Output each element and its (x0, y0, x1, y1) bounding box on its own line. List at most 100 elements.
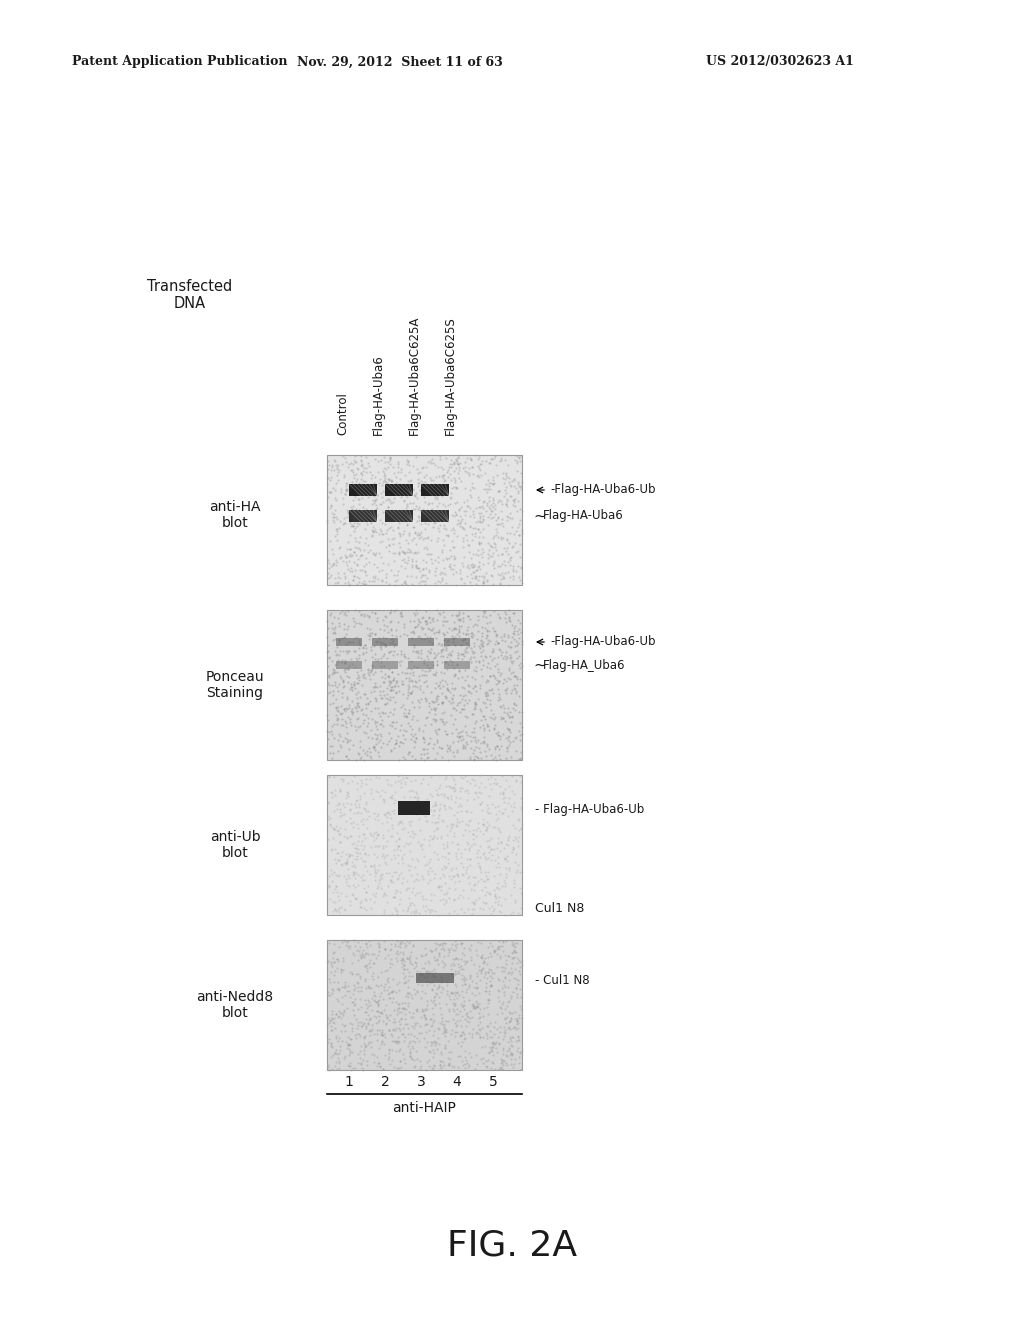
Point (467, 525, 483, 546)
Point (372, 785, 388, 807)
Point (438, 447, 455, 469)
Point (470, 606, 486, 627)
Point (473, 733, 489, 754)
Point (356, 709, 373, 730)
Point (509, 1014, 525, 1035)
Point (329, 979, 345, 1001)
Point (499, 702, 515, 723)
Point (466, 722, 482, 743)
Point (472, 1006, 488, 1027)
Point (404, 640, 421, 661)
Point (348, 849, 365, 870)
Point (490, 879, 507, 900)
Point (482, 498, 499, 519)
Point (389, 836, 406, 857)
Point (500, 1031, 516, 1052)
Point (478, 795, 495, 816)
Point (345, 803, 361, 824)
Point (372, 1056, 388, 1077)
Point (366, 985, 382, 1006)
Point (489, 491, 506, 512)
Point (362, 618, 379, 639)
Point (473, 539, 489, 560)
Point (402, 469, 419, 490)
Point (392, 933, 409, 954)
Point (345, 865, 361, 886)
Point (470, 871, 486, 892)
Point (407, 671, 423, 692)
Point (453, 898, 469, 919)
Point (334, 682, 350, 704)
Point (346, 640, 362, 661)
Point (358, 715, 375, 737)
Point (384, 543, 400, 564)
Point (331, 537, 347, 558)
Point (321, 664, 337, 685)
Point (339, 619, 355, 640)
Point (419, 612, 435, 634)
Point (513, 882, 529, 903)
Point (338, 605, 354, 626)
Point (382, 453, 398, 474)
Point (438, 972, 455, 993)
Point (509, 983, 525, 1005)
Point (453, 644, 469, 665)
Point (331, 902, 347, 923)
Point (468, 651, 484, 672)
Point (455, 1022, 471, 1043)
Point (503, 1031, 519, 1052)
Point (397, 529, 414, 550)
Point (358, 618, 375, 639)
Point (385, 1020, 401, 1041)
Point (338, 851, 354, 873)
Point (499, 523, 515, 544)
Point (470, 855, 486, 876)
Point (352, 545, 369, 566)
Point (370, 995, 386, 1016)
Point (367, 711, 383, 733)
Point (454, 689, 470, 710)
Point (417, 519, 433, 540)
Point (456, 556, 472, 577)
Point (410, 1001, 426, 1022)
Point (379, 820, 395, 841)
Point (458, 1003, 474, 1024)
Point (322, 647, 338, 668)
Point (326, 618, 342, 639)
Point (424, 978, 440, 999)
Point (481, 738, 498, 759)
Point (461, 462, 477, 483)
Point (410, 974, 426, 995)
Point (386, 462, 402, 483)
Point (430, 876, 446, 898)
Point (475, 843, 492, 865)
Point (407, 635, 423, 656)
Point (391, 506, 408, 527)
Point (394, 949, 411, 970)
Point (323, 952, 339, 973)
Point (349, 701, 366, 722)
Point (452, 777, 468, 799)
Point (503, 1035, 519, 1056)
Point (444, 627, 461, 648)
Point (353, 867, 370, 888)
Point (368, 866, 384, 887)
Point (475, 891, 492, 912)
Point (430, 807, 446, 828)
Point (460, 616, 476, 638)
Point (440, 1055, 457, 1076)
Point (505, 829, 521, 850)
Point (361, 1008, 378, 1030)
Point (439, 939, 456, 960)
Point (410, 627, 426, 648)
Point (436, 623, 453, 644)
Point (470, 610, 486, 631)
Point (357, 1016, 374, 1038)
Text: 1: 1 (344, 1074, 353, 1089)
Point (389, 671, 406, 692)
Point (324, 1036, 340, 1057)
Point (425, 738, 441, 759)
Point (350, 830, 367, 851)
Point (504, 1043, 520, 1064)
Point (484, 793, 501, 814)
